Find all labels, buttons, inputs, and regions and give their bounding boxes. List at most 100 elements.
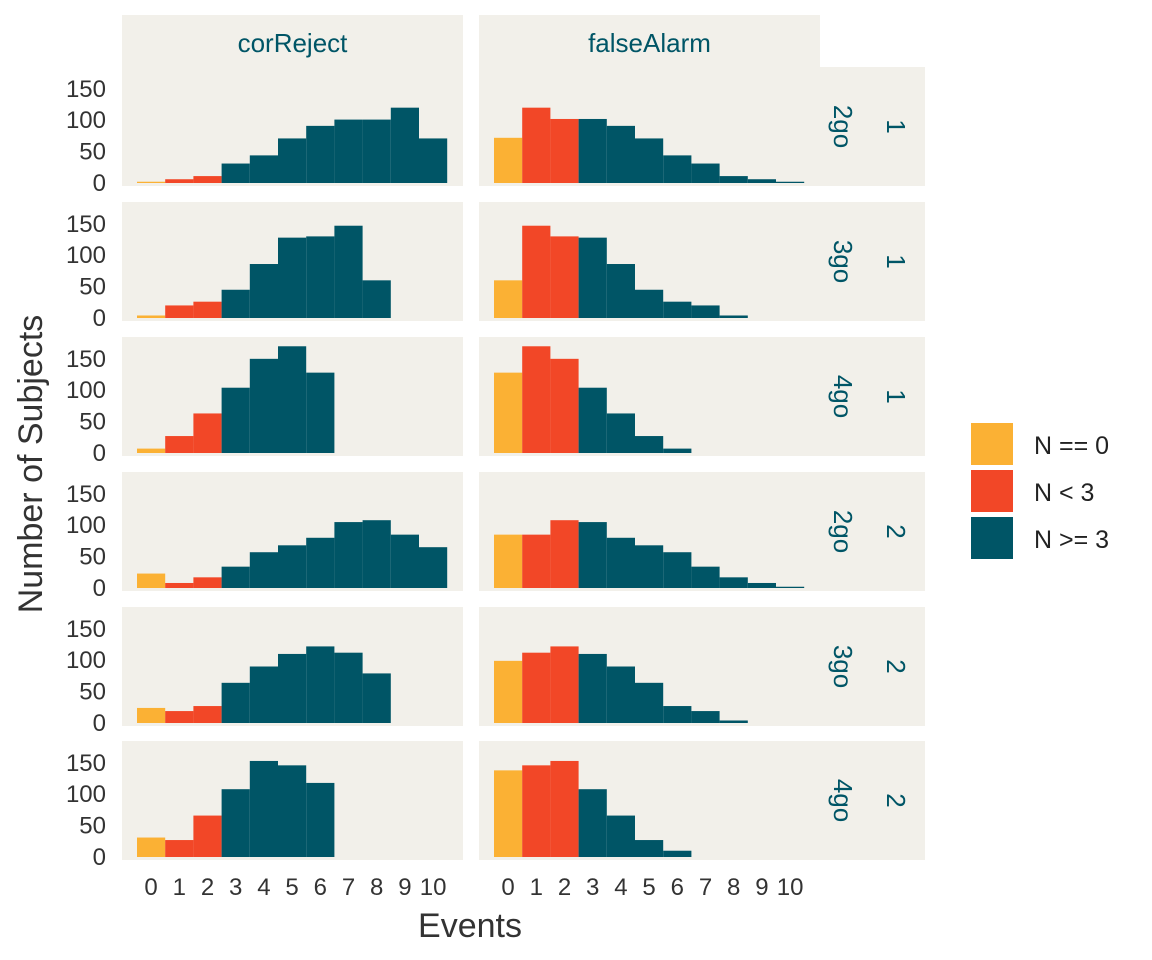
bar (578, 118, 607, 183)
bar (249, 358, 278, 453)
x-tick-label: 7 (342, 874, 355, 901)
x-tick-label: 8 (370, 874, 383, 901)
bar (193, 176, 222, 183)
row-strip-level: 3go (828, 645, 858, 688)
bar (550, 646, 579, 723)
bar (249, 552, 278, 588)
bar (334, 522, 363, 588)
bar (165, 711, 194, 723)
bar (606, 413, 635, 453)
y-tick-label: 100 (66, 107, 106, 134)
x-tick-label: 10 (777, 874, 804, 901)
row-strip-bg (820, 472, 925, 591)
bar (334, 652, 363, 723)
bar (362, 119, 391, 183)
legend-swatch (971, 470, 1013, 512)
bar (334, 119, 363, 183)
bar (663, 448, 692, 453)
legend-label: N >= 3 (1034, 526, 1109, 554)
panel-falseAlarm-2go-1 (479, 67, 820, 186)
bar (221, 289, 250, 318)
bar (249, 264, 278, 318)
bar (278, 138, 307, 183)
bar (691, 711, 720, 723)
row-strip-level: 2go (828, 510, 858, 553)
x-tick-label: 0 (501, 874, 514, 901)
x-tick-label: 9 (398, 874, 411, 901)
legend: N == 0 N < 3 N >= 3 (971, 423, 1109, 559)
bar (635, 289, 664, 318)
bar (550, 358, 579, 453)
bar (306, 125, 335, 183)
bar (306, 372, 335, 453)
y-tick-label: 100 (66, 647, 106, 674)
bar (606, 666, 635, 723)
bar (221, 163, 250, 183)
bar (522, 346, 551, 453)
bar (362, 673, 391, 723)
bar (747, 179, 776, 183)
bar (193, 815, 222, 857)
bar (719, 176, 748, 183)
panel-corReject-2go-2 (122, 472, 463, 591)
bar (776, 586, 805, 588)
row-strip-level: 4go (828, 779, 858, 822)
bar (165, 305, 194, 318)
y-tick-label: 50 (79, 679, 106, 706)
bar (606, 125, 635, 183)
bar (137, 707, 166, 723)
bar (249, 760, 278, 857)
legend-label: N < 3 (1034, 479, 1094, 507)
bar (747, 582, 776, 588)
bar (193, 706, 222, 723)
y-tick-label: 150 (66, 76, 106, 103)
x-tick-label: 9 (755, 874, 768, 901)
bar (635, 138, 664, 183)
y-axis-title: Number of Subjects (12, 315, 50, 614)
bar (193, 413, 222, 453)
bar (550, 118, 579, 183)
bar (494, 372, 523, 453)
x-tick-label: 2 (558, 874, 571, 901)
bar (390, 534, 419, 588)
x-tick-label: 8 (727, 874, 740, 901)
bar (278, 545, 307, 588)
bar (550, 520, 579, 588)
bar (663, 552, 692, 588)
bar (635, 840, 664, 857)
y-tick-label: 50 (79, 409, 106, 436)
column-strip-bg (479, 15, 820, 67)
bar (165, 436, 194, 453)
y-tick-label: 0 (93, 440, 106, 467)
bar (494, 280, 523, 318)
x-tick-label: 3 (229, 874, 242, 901)
bar (691, 566, 720, 588)
bar (165, 840, 194, 857)
bar (278, 346, 307, 453)
bar (578, 237, 607, 318)
bar (606, 537, 635, 588)
bar (494, 660, 523, 723)
bar (249, 155, 278, 183)
x-tick-label: 1 (173, 874, 186, 901)
panel-falseAlarm-3go-1 (479, 202, 820, 321)
row-strip-bg (820, 202, 925, 321)
bar (494, 770, 523, 857)
bar (362, 280, 391, 318)
bar (635, 545, 664, 588)
bar (306, 646, 335, 723)
panel-corReject-3go-2 (122, 607, 463, 726)
bar (137, 315, 166, 318)
column-strip-label: corReject (238, 28, 349, 58)
bar (221, 566, 250, 588)
y-tick-label: 0 (93, 710, 106, 737)
x-axis: 0 1 2 3 4 5 6 7 8 9 10 0 1 2 3 4 5 6 7 8 9 10 (144, 874, 803, 901)
y-tick-label: 50 (79, 813, 106, 840)
bar (193, 577, 222, 588)
x-tick-label: 10 (420, 874, 447, 901)
y-tick-label: 100 (66, 781, 106, 808)
bar (663, 301, 692, 318)
bar (390, 107, 419, 183)
legend-label: N == 0 (1034, 432, 1109, 460)
